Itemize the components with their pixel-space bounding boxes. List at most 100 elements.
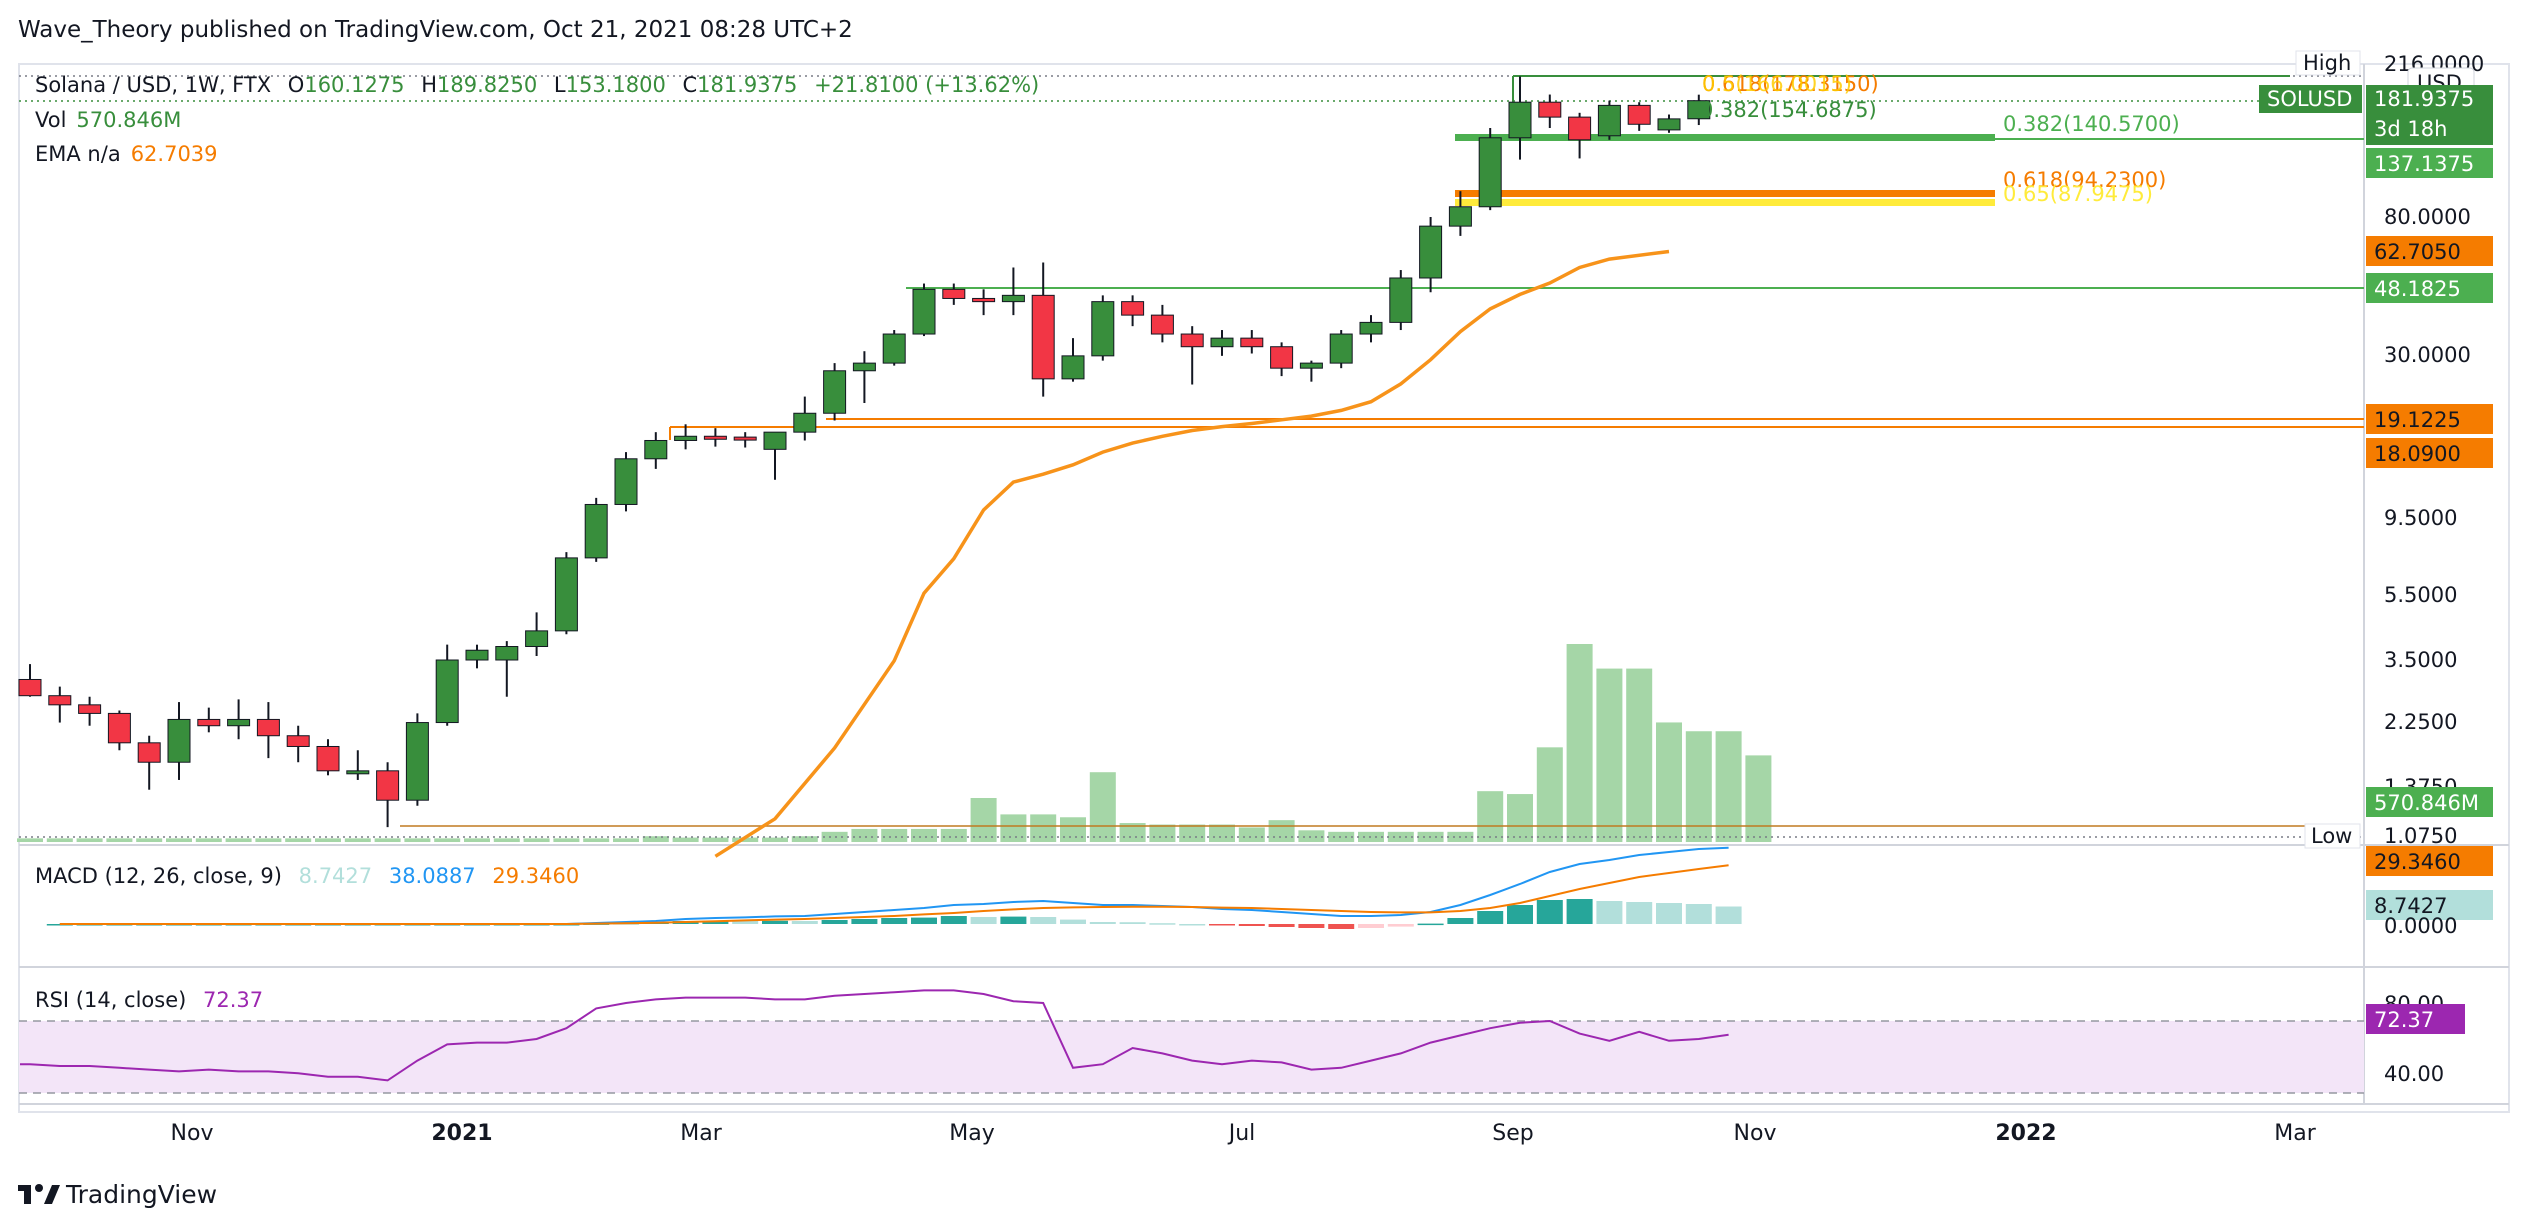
- high-label: H: [421, 73, 437, 97]
- volume-bar: [583, 838, 610, 842]
- level-48-value: 48.1825: [2374, 277, 2461, 301]
- volume-bar: [285, 838, 312, 842]
- volume-bar: [1596, 668, 1623, 842]
- candle-body: [1568, 116, 1592, 141]
- candle-down: [78, 696, 102, 726]
- tradingview-brand: TradingView: [65, 1180, 217, 1209]
- candle-up: [167, 702, 191, 780]
- tick-30: 30.0000: [2384, 343, 2471, 367]
- volume-bar: [672, 837, 699, 842]
- main-legend: Solana / USD, 1W, FTX O160.1275 H189.825…: [35, 73, 1039, 166]
- fib-label-0382-upper: 0.382(154.6875): [1700, 98, 1877, 122]
- last-price-box: [2366, 85, 2493, 145]
- time-axis[interactable]: Nov 2021 Mar May Jul Sep Nov 2022 Mar: [171, 1121, 2317, 1146]
- last-price-value: 181.9375: [2374, 87, 2474, 111]
- volume-bar: [1715, 731, 1742, 842]
- candle-up: [435, 644, 459, 726]
- rsi-legend: RSI (14, close) 72.37: [35, 988, 263, 1012]
- rsi-axis[interactable]: 80.00 72.37 40.00: [2366, 992, 2465, 1086]
- volume-bar: [1030, 814, 1057, 842]
- fib-labels: 0.618(178.3150) 0.5(166.0015) 0.382(154.…: [1700, 72, 2180, 206]
- candle-up: [763, 431, 787, 480]
- volume-bar: [1328, 831, 1355, 842]
- volume-bar: [851, 828, 878, 842]
- rsi-axis-value: 72.37: [2374, 1008, 2434, 1032]
- volume-bar: [166, 838, 192, 842]
- volume-bar: [1179, 824, 1206, 842]
- volume-bar: [17, 838, 43, 842]
- macd-hist-bar: [1209, 924, 1235, 926]
- candle-up: [1597, 100, 1621, 140]
- candle-up: [525, 612, 549, 657]
- macd-hist-bar: [1298, 924, 1325, 928]
- candle-up: [882, 330, 906, 366]
- vol-value: 570.846M: [76, 108, 181, 132]
- candle-up: [1687, 94, 1711, 126]
- volume-bar: [762, 837, 788, 842]
- rsi-line: [20, 989, 1729, 1082]
- svg-text:Solana / USD, 1W, FTX O1: Solana / USD, 1W, FTX O160.1275 H189.825…: [35, 73, 1039, 97]
- candle-up: [614, 452, 638, 512]
- candle-down: [733, 432, 757, 448]
- candle-up: [823, 363, 847, 421]
- volume-bar: [1298, 830, 1325, 842]
- volume-bar: [1268, 820, 1295, 842]
- candle-down: [48, 686, 72, 723]
- macd-hist-bar: [1715, 906, 1742, 924]
- candle-up: [644, 432, 668, 469]
- candle-down: [18, 664, 42, 697]
- candle-down: [703, 428, 727, 447]
- macd-hist-bar: [1000, 916, 1027, 924]
- rsi-legend-value: 72.37: [203, 988, 263, 1012]
- candle-body: [1478, 137, 1502, 208]
- candle-up: [1359, 315, 1383, 343]
- candle-body: [1359, 321, 1383, 335]
- macd-hist-bar: [1656, 903, 1682, 924]
- tradingview-logo[interactable]: TradingView: [18, 1180, 217, 1209]
- macd-signal-value: 29.3460: [492, 864, 579, 888]
- price-axis[interactable]: High 216.0000 USD SOLUSD 181.9375 3d 18h…: [2259, 50, 2493, 849]
- volume-bar: [791, 836, 818, 842]
- time-label-mar-2021: Mar: [680, 1121, 722, 1146]
- candle-up: [912, 283, 936, 337]
- candle-body: [405, 722, 429, 801]
- svg-text:MACD (12, 26, close, 9): MACD (12, 26, close, 9) 8.7427 38.0887 2…: [35, 864, 579, 888]
- candle-body: [703, 435, 727, 440]
- candle-up: [554, 552, 578, 635]
- macd-hist-bar: [821, 920, 848, 924]
- macd-hist-bar: [1685, 904, 1712, 924]
- volume-bar: [1060, 817, 1086, 842]
- close-label: C: [683, 73, 698, 97]
- symbol-label: Solana / USD, 1W, FTX: [35, 73, 271, 97]
- volume-bar: [1089, 772, 1116, 842]
- candle-body: [1121, 301, 1145, 316]
- candle-down: [376, 762, 400, 828]
- candle-body: [1240, 337, 1264, 348]
- svg-text:EMA n/a62.7039: EMA n/a 62.7039: [35, 142, 218, 166]
- macd-hist-bar: [1387, 924, 1414, 927]
- fib-label-0618-upper: 0.618(178.3150): [1702, 72, 1879, 96]
- candle-body: [1448, 206, 1472, 227]
- candle-body: [1270, 346, 1294, 369]
- candle-up: [1389, 270, 1413, 331]
- candles-layer: [18, 76, 1711, 828]
- volume-bar: [1745, 755, 1772, 842]
- volume-bar: [881, 828, 908, 842]
- low-value: 153.1800: [566, 73, 666, 97]
- volume-bar: [76, 838, 103, 842]
- macd-hist-bar: [1417, 923, 1444, 926]
- macd-hist-bar: [1060, 919, 1086, 924]
- levels-layer: [19, 75, 2364, 838]
- candle-body: [912, 288, 936, 335]
- volume-bar: [1626, 668, 1653, 842]
- macd-axis[interactable]: 29.3460 8.7427 0.0000: [2366, 846, 2493, 938]
- tick-2-25: 2.2500: [2384, 710, 2457, 734]
- candle-body: [1150, 314, 1174, 335]
- level-48-box: [2366, 273, 2493, 303]
- candle-up: [793, 396, 817, 441]
- volume-bar: [1149, 824, 1176, 842]
- volume-bar: [1119, 823, 1146, 842]
- candle-up: [852, 351, 876, 404]
- volume-bar: [106, 838, 133, 842]
